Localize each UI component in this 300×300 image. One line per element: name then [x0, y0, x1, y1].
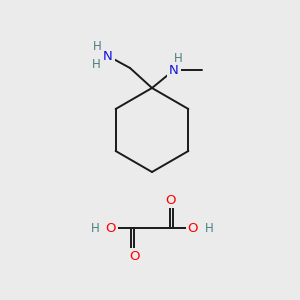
Text: O: O: [165, 194, 175, 206]
Text: H: H: [91, 221, 99, 235]
Text: O: O: [129, 250, 139, 262]
Text: O: O: [188, 221, 198, 235]
Text: H: H: [93, 40, 101, 52]
Text: H: H: [174, 52, 182, 65]
Text: N: N: [169, 64, 179, 76]
Text: H: H: [92, 58, 100, 71]
Text: O: O: [106, 221, 116, 235]
Text: H: H: [205, 221, 213, 235]
Text: N: N: [103, 50, 113, 62]
